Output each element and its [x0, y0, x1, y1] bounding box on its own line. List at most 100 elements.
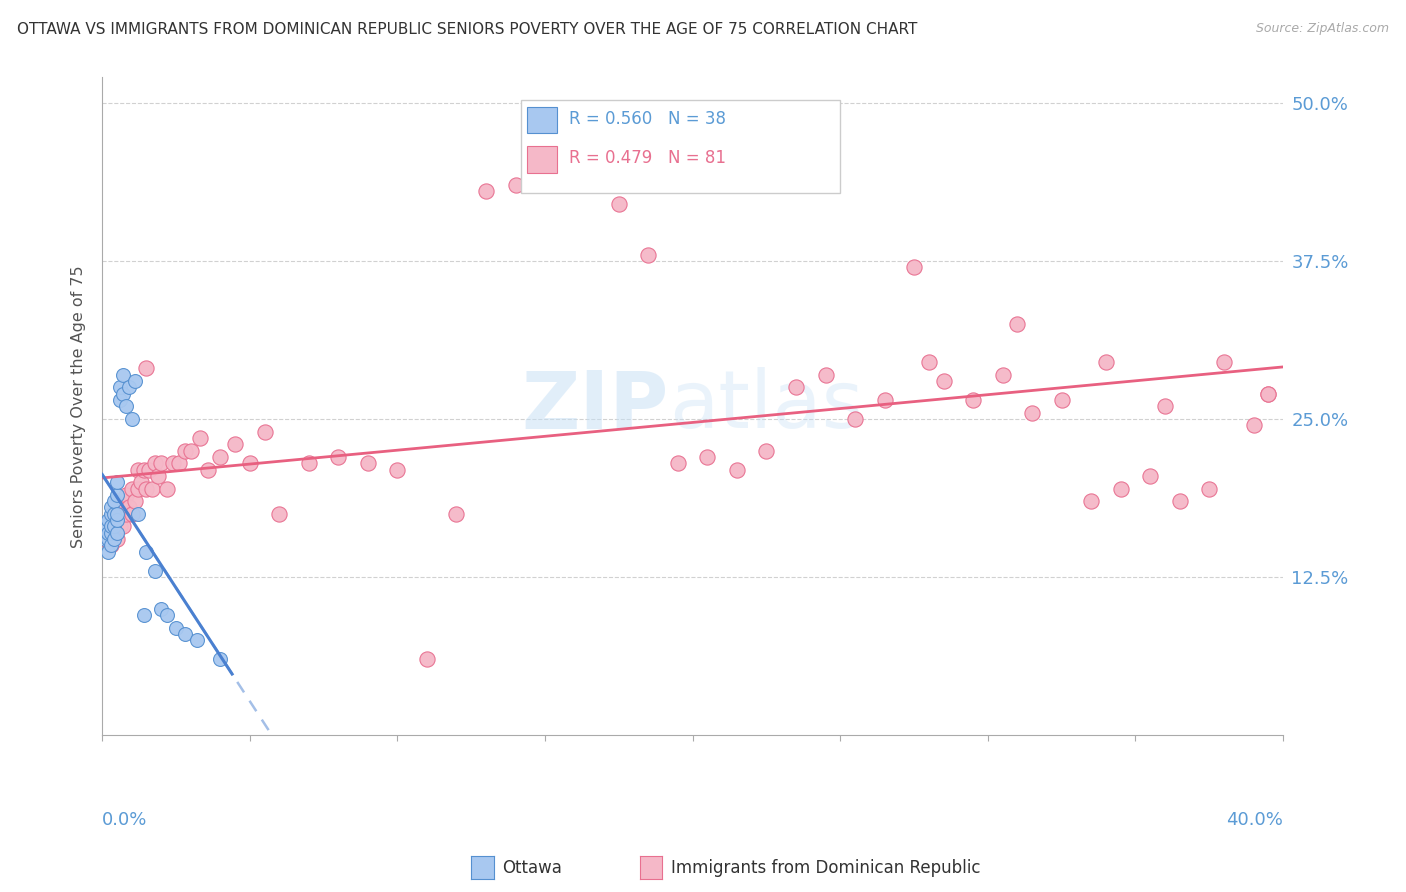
Point [1095, 355, 1118, 369]
Text: R = 0.479   N = 81: R = 0.479 N = 81 [568, 149, 725, 168]
Point [100, 507, 122, 521]
Point [755, 443, 778, 458]
Point [105, 532, 128, 546]
Point [1154, 399, 1177, 413]
Point [121, 482, 143, 496]
Point [132, 607, 155, 622]
Point [505, 178, 527, 192]
Point [148, 468, 170, 483]
Point [548, 171, 571, 186]
Point [127, 482, 149, 496]
Point [873, 392, 896, 407]
Point [100, 519, 122, 533]
FancyBboxPatch shape [522, 101, 841, 193]
Point [269, 507, 291, 521]
Point [785, 380, 807, 394]
Point [97, 532, 120, 546]
Point [105, 494, 128, 508]
Point [239, 456, 262, 470]
Point [105, 507, 128, 521]
Point [173, 443, 195, 458]
Point [814, 368, 837, 382]
Text: R = 0.560   N = 38: R = 0.560 N = 38 [568, 110, 725, 128]
Point [97, 513, 120, 527]
Point [173, 627, 195, 641]
Point [991, 368, 1014, 382]
Point [932, 374, 955, 388]
Point [1007, 317, 1029, 331]
Text: OTTAWA VS IMMIGRANTS FROM DOMINICAN REPUBLIC SENIORS POVERTY OVER THE AGE OF 75 : OTTAWA VS IMMIGRANTS FROM DOMINICAN REPU… [17, 22, 917, 37]
Point [124, 374, 146, 388]
Point [105, 488, 128, 502]
Point [124, 494, 146, 508]
Point [121, 507, 143, 521]
Point [209, 450, 232, 464]
Point [446, 507, 468, 521]
Text: 40.0%: 40.0% [1226, 811, 1284, 829]
FancyBboxPatch shape [527, 146, 557, 173]
Point [1050, 392, 1073, 407]
Point [121, 412, 143, 426]
Point [162, 456, 184, 470]
Point [1213, 355, 1236, 369]
Point [143, 456, 166, 470]
Point [357, 456, 380, 470]
Point [94, 532, 117, 546]
Point [138, 462, 160, 476]
Point [100, 538, 122, 552]
Point [475, 184, 498, 198]
Point [118, 380, 141, 394]
Point [129, 475, 152, 490]
Point [224, 437, 246, 451]
Point [94, 519, 117, 533]
Point [111, 386, 134, 401]
Point [1080, 494, 1102, 508]
Point [105, 513, 128, 527]
Point [298, 456, 321, 470]
Point [100, 525, 122, 540]
Point [135, 361, 157, 376]
Point [103, 507, 125, 521]
Point [114, 399, 136, 413]
Point [416, 652, 439, 666]
Point [197, 462, 219, 476]
Point [105, 475, 128, 490]
Point [696, 450, 718, 464]
Point [108, 380, 131, 394]
Point [150, 456, 173, 470]
Point [108, 392, 131, 407]
Point [1109, 482, 1132, 496]
Point [188, 431, 211, 445]
Point [962, 392, 984, 407]
Point [100, 538, 122, 552]
Point [903, 260, 925, 275]
Text: Immigrants from Dominican Republic: Immigrants from Dominican Republic [671, 859, 980, 877]
FancyBboxPatch shape [527, 107, 557, 133]
Point [103, 494, 125, 508]
Point [111, 519, 134, 533]
Point [844, 412, 866, 426]
Point [108, 500, 131, 515]
Point [209, 652, 232, 666]
Point [186, 633, 208, 648]
Point [97, 525, 120, 540]
Point [135, 545, 157, 559]
Point [108, 519, 131, 533]
Text: 0.0%: 0.0% [103, 811, 148, 829]
Point [114, 507, 136, 521]
Point [97, 519, 120, 533]
Point [1168, 494, 1191, 508]
Point [127, 507, 149, 521]
Text: Ottawa: Ottawa [502, 859, 562, 877]
Point [103, 519, 125, 533]
Point [105, 513, 128, 527]
Point [1139, 468, 1161, 483]
Point [143, 564, 166, 578]
Point [156, 482, 179, 496]
Point [103, 507, 125, 521]
Point [156, 607, 179, 622]
Point [97, 545, 120, 559]
Text: atlas: atlas [669, 368, 863, 445]
Point [607, 197, 630, 211]
Point [100, 513, 122, 527]
